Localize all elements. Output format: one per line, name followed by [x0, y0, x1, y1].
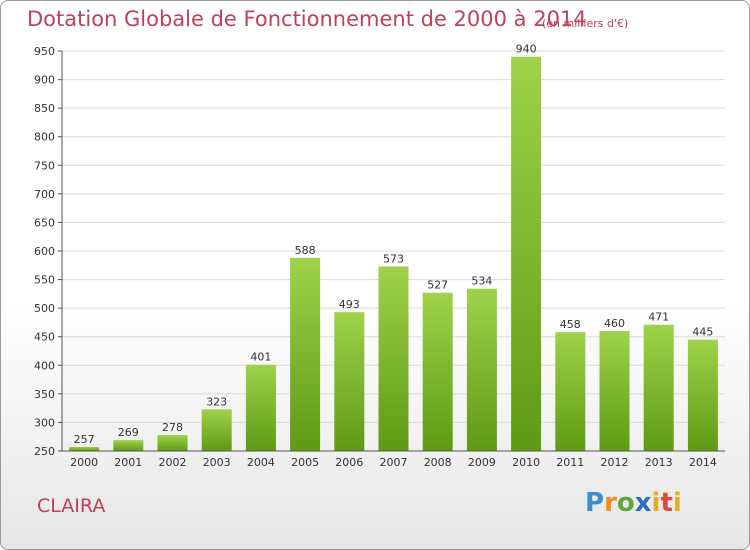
bar-2003	[201, 409, 232, 451]
y-tick-label: 850	[34, 102, 55, 115]
y-tick-label: 950	[34, 45, 55, 58]
bars: 257 269 278 323 401 588 493 573 527 534 940 458 460 4…	[69, 43, 718, 451]
x-tick-label: 2011	[556, 456, 584, 469]
bar-2002	[157, 435, 188, 451]
y-tick-label: 500	[34, 302, 55, 315]
bar-2006	[334, 312, 365, 451]
y-tick-label: 300	[34, 416, 55, 429]
x-tick-label: 2001	[114, 456, 142, 469]
bar-2004	[245, 364, 276, 451]
x-tick-label: 2003	[203, 456, 231, 469]
data-label: 471	[648, 311, 669, 324]
x-tick-label: 2013	[645, 456, 673, 469]
data-label: 940	[516, 43, 537, 56]
x-tick-label: 2004	[247, 456, 275, 469]
y-tick-label: 400	[34, 359, 55, 372]
bar-2007	[378, 266, 409, 451]
data-label: 323	[206, 395, 227, 408]
y-tick-label: 750	[34, 159, 55, 172]
proxiti-logo: Proxiti	[585, 488, 682, 518]
bar-2010	[511, 56, 542, 451]
data-label: 257	[74, 433, 95, 446]
x-tick-label: 2012	[601, 456, 629, 469]
x-tick-label: 2014	[689, 456, 717, 469]
x-tick-label: 2000	[70, 456, 98, 469]
y-axis: 250 300 350 400 450 500 550 600 650 700 750 800 850 9…	[34, 45, 63, 458]
bar-2014	[687, 339, 718, 451]
x-axis: 2000 2001 2002 2003 2004 2005 2006 2007 2008 2009…	[62, 450, 725, 469]
x-tick-label: 2005	[291, 456, 319, 469]
bar-2011	[555, 332, 586, 451]
bar-2001	[113, 440, 144, 451]
data-label: 527	[427, 279, 448, 292]
x-tick-label: 2002	[159, 456, 187, 469]
data-label: 534	[471, 275, 492, 288]
bar-2009	[466, 288, 497, 451]
x-tick-label: 2009	[468, 456, 496, 469]
data-label: 573	[383, 252, 404, 265]
y-tick-label: 250	[34, 445, 55, 458]
bar-2000	[69, 447, 100, 451]
x-tick-label: 2006	[335, 456, 363, 469]
y-tick-label: 550	[34, 274, 55, 287]
y-tick-label: 700	[34, 188, 55, 201]
data-label: 460	[604, 317, 625, 330]
data-label: 588	[295, 244, 316, 257]
data-label: 401	[250, 351, 271, 364]
chart-subtitle: (en milliers d'€)	[542, 17, 629, 30]
bar-2012	[599, 331, 630, 451]
bar-2013	[643, 324, 674, 451]
data-label: 493	[339, 298, 360, 311]
data-label: 445	[692, 326, 713, 339]
y-tick-label: 450	[34, 331, 55, 344]
chart-title: Dotation Globale de Fonctionnement de 20…	[27, 7, 587, 31]
x-tick-label: 2008	[424, 456, 452, 469]
city-name: CLAIRA	[37, 495, 106, 517]
data-label: 458	[560, 318, 581, 331]
y-tick-label: 800	[34, 131, 55, 144]
x-tick-label: 2010	[512, 456, 540, 469]
y-tick-label: 650	[34, 216, 55, 229]
data-label: 269	[118, 426, 139, 439]
bar-2008	[422, 292, 453, 451]
y-tick-label: 600	[34, 245, 55, 258]
y-tick-label: 350	[34, 388, 55, 401]
data-label: 278	[162, 421, 183, 434]
bar-2005	[290, 257, 321, 451]
x-tick-label: 2007	[380, 456, 408, 469]
y-tick-label: 900	[34, 74, 55, 87]
